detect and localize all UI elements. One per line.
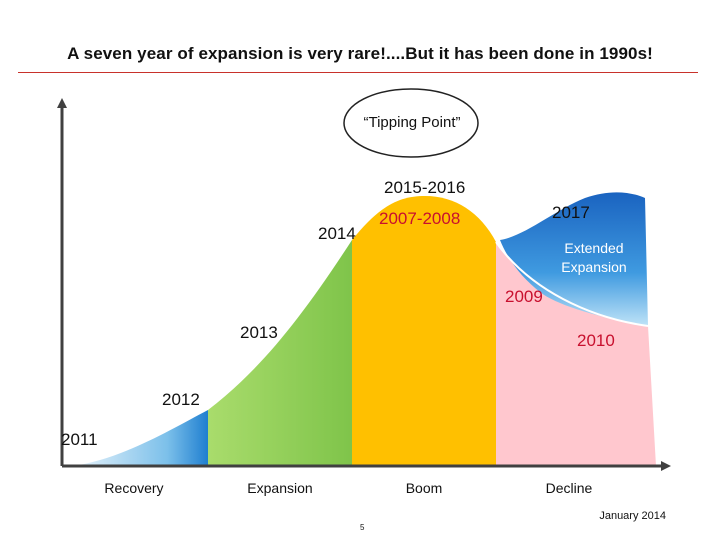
year-label-2012: 2012 <box>162 390 200 409</box>
slide-title: A seven year of expansion is very rare!.… <box>67 44 653 63</box>
phase-decline: Decline <box>545 480 593 496</box>
title-divider <box>18 72 698 73</box>
year-label-2010: 2010 <box>577 331 615 350</box>
extended-line-1: Extended <box>564 240 624 256</box>
year-label-2009: 2009 <box>505 287 543 306</box>
extended-expansion-label: Extended Expansion <box>548 239 640 277</box>
decline-region <box>496 242 656 466</box>
extended-line-2: Expansion <box>561 259 627 275</box>
phase-boom: Boom <box>405 480 443 496</box>
page-number: 5 <box>360 523 365 532</box>
year-label-2014: 2014 <box>318 224 356 243</box>
boom-region <box>352 196 496 466</box>
recovery-region <box>72 410 208 466</box>
footer-date: January 2014 <box>599 510 666 522</box>
year-label-2017: 2017 <box>552 203 590 222</box>
year-label-2011: 2011 <box>61 430 98 449</box>
tipping-point-ellipse <box>343 88 479 158</box>
year-label-2015-2016: 2015-2016 <box>384 178 466 197</box>
extended-expansion-region <box>500 192 648 326</box>
expansion-region <box>208 240 352 466</box>
decline-curve-line <box>495 241 649 327</box>
year-label-2007-2008: 2007-2008 <box>379 209 461 228</box>
tipping-point-label: “Tipping Point” <box>363 114 461 131</box>
phase-recovery: Recovery <box>104 480 164 496</box>
phase-expansion: Expansion <box>247 480 313 496</box>
year-label-2013: 2013 <box>240 323 278 342</box>
